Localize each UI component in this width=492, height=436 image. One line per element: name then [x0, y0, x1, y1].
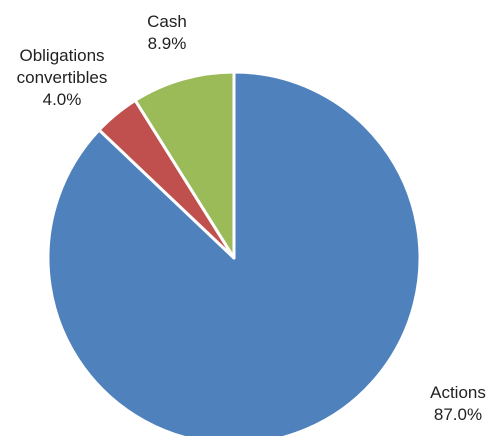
data-label-cash: Cash 8.9%	[147, 12, 187, 53]
data-label-actions: Actions 87.0%	[430, 383, 486, 424]
pie-slice-cash	[133, 70, 236, 260]
data-label-obligations-convertibles: Obligations convertibles 4.0%	[17, 46, 108, 109]
